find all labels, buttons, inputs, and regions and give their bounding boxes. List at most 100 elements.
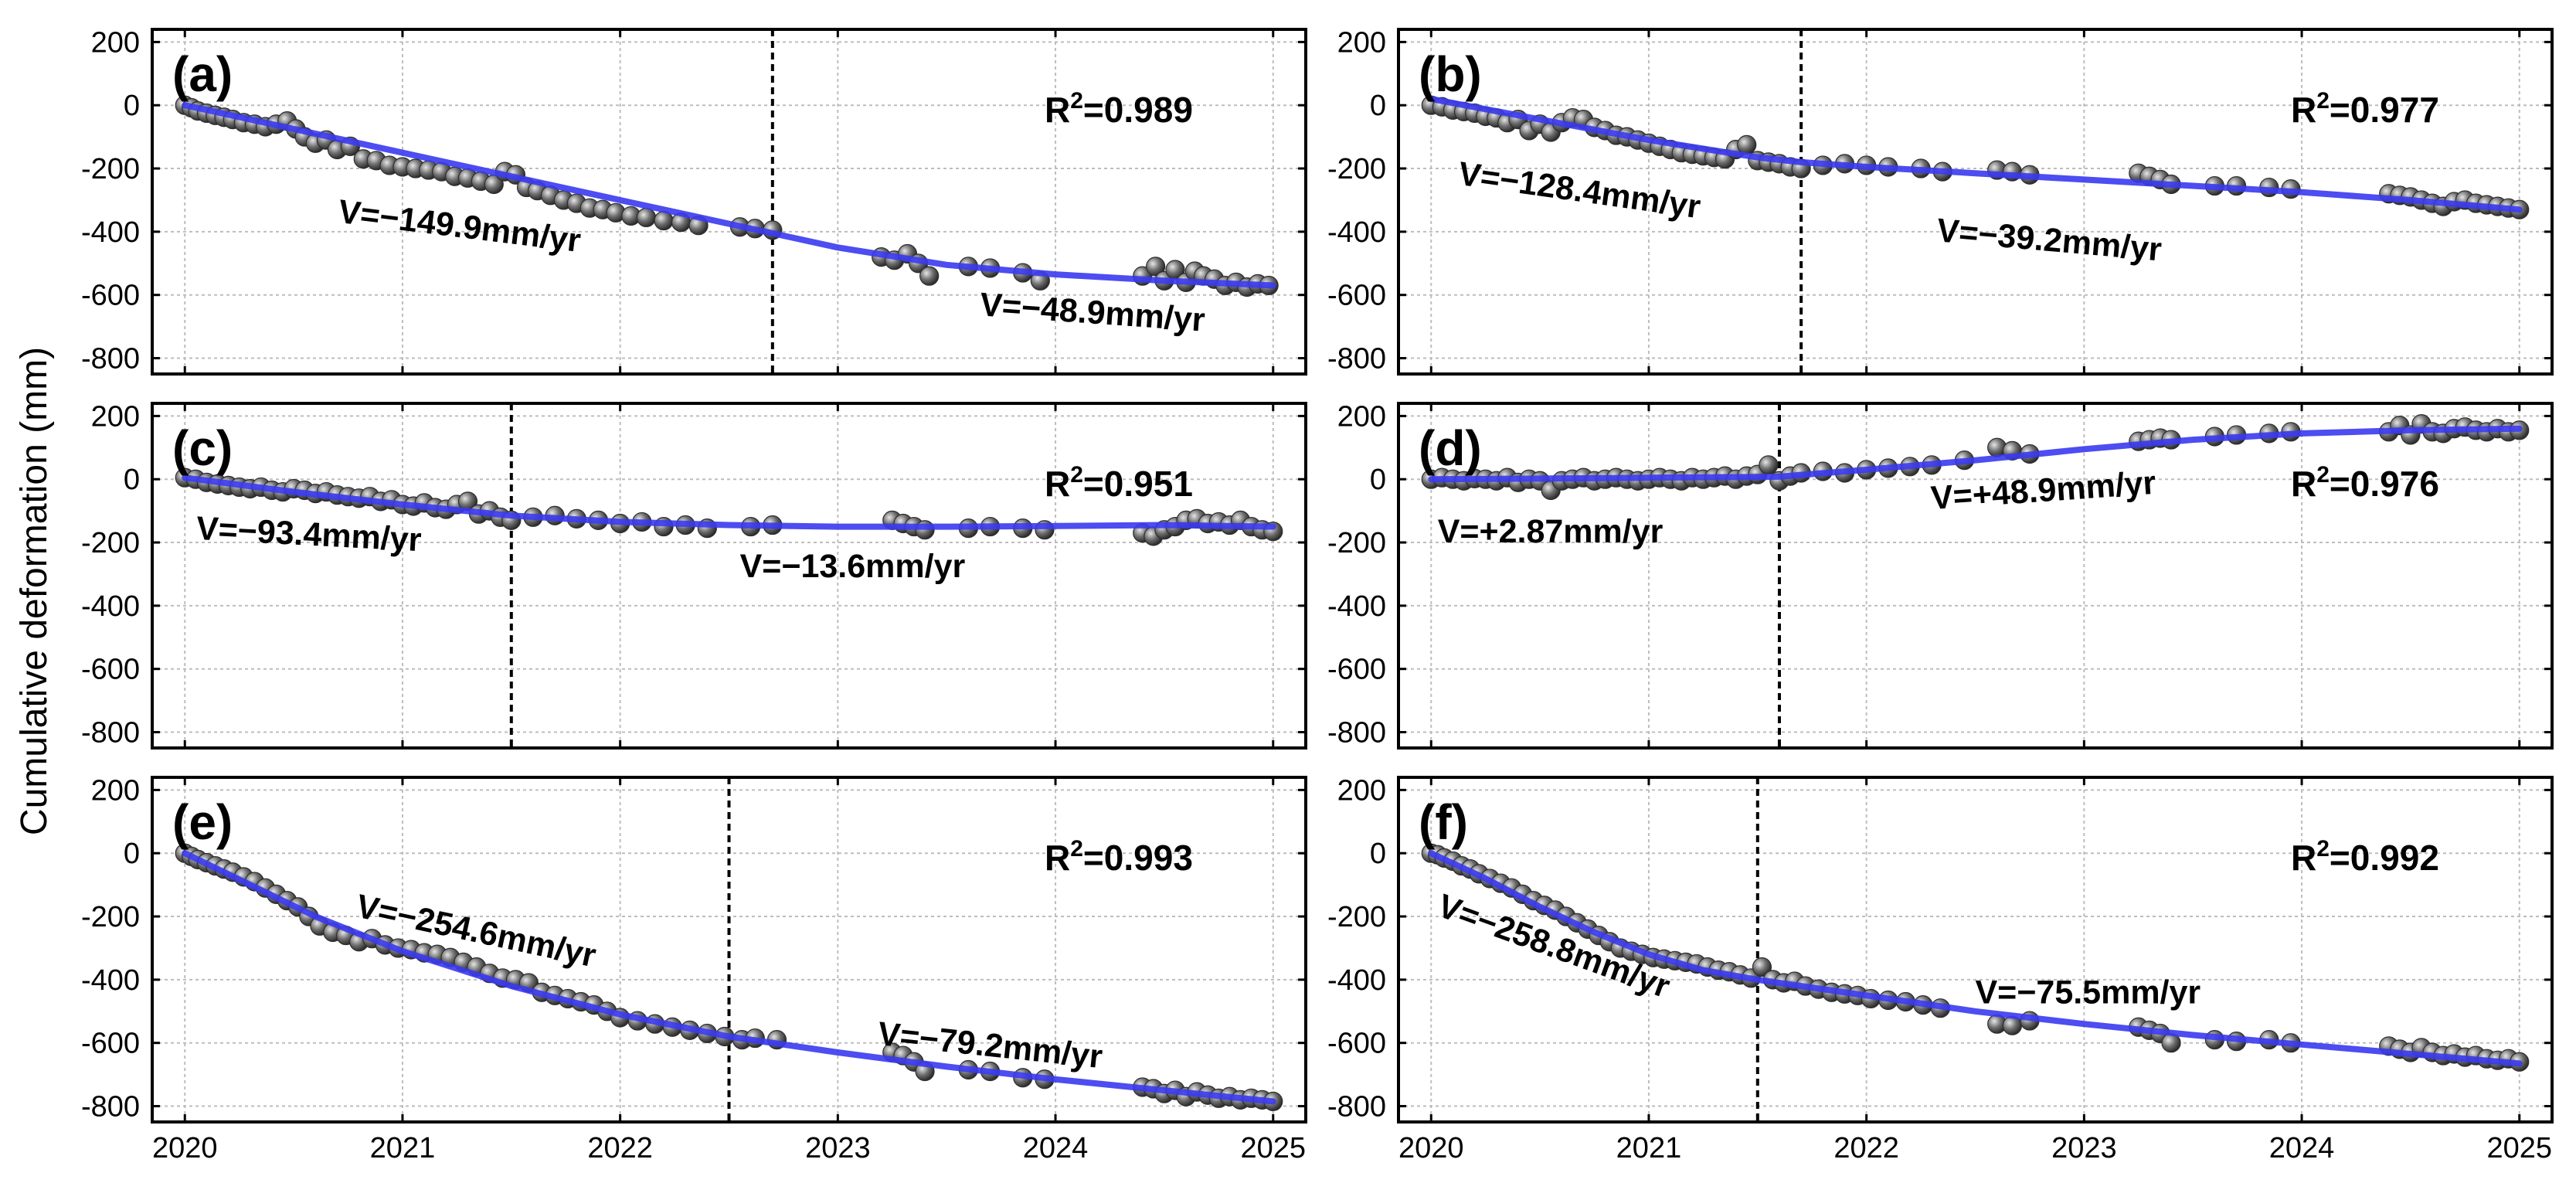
x-tick-label: 2025 [2486,1132,2552,1164]
x-tick-label: 2025 [1240,1132,1306,1164]
y-tick-label: 0 [124,464,140,496]
fit-line [182,102,1276,289]
y-axis-label: Cumulative deformation (mm) [14,347,55,835]
panel-label: (c) [172,420,233,476]
plot-frame [1397,28,2554,376]
y-tick-label: -200 [81,527,140,559]
data-point [1146,257,1166,277]
plot-area [1398,29,2552,374]
y-tick-label: -800 [81,717,140,750]
x-tick-label: 2021 [1616,1132,1682,1164]
data-point [636,207,657,228]
r-squared-symbol: R [2291,464,2316,504]
panel-b: 2000-200-400-600-800(b)R2=0.977V=−128.4m… [1327,26,2554,376]
panel-label: (d) [1419,420,1482,476]
plot-frame [151,28,1307,376]
y-tick-label: -800 [81,1091,140,1124]
r-squared-superscript: 2 [2316,88,2330,114]
x-tick-label: 2020 [152,1132,218,1164]
x-tick-label: 2023 [2051,1132,2117,1164]
y-tick-label: -400 [81,964,140,997]
velocity-label: V=−13.6mm/yr [740,548,966,585]
r-squared-symbol: R [1045,90,1070,130]
r-squared-label: R2=0.977 [2291,88,2439,130]
y-tick-label: -400 [1327,216,1386,249]
y-tick-label: -600 [81,280,140,312]
y-tick-label: 200 [1337,26,1386,59]
y-tick-label: -200 [81,153,140,185]
y-tick-label: -400 [81,216,140,249]
r-squared-symbol: R [1045,464,1070,504]
r-squared-symbol: R [2291,90,2316,130]
r-squared-value: =0.976 [2330,464,2439,504]
r-squared-label: R2=0.976 [2291,462,2439,504]
y-tick-label: -800 [1327,717,1386,750]
y-tick-label: -400 [1327,964,1386,997]
r-squared-value: =0.977 [2330,90,2439,130]
data-point [1759,455,1779,475]
plot-area [1398,403,2552,748]
y-tick-label: -400 [1327,590,1386,623]
y-tick-label: -600 [81,654,140,686]
y-tick-label: -200 [1327,153,1386,185]
x-tick-label: 2020 [1398,1132,1464,1164]
panel-label: (b) [1419,46,1482,102]
y-tick-label: 0 [124,90,140,122]
r-squared-value: =0.993 [1083,838,1193,878]
fit-line [1428,96,2523,213]
r-squared-label: R2=0.951 [1045,462,1193,504]
r-squared-superscript: 2 [2316,462,2330,488]
panel-label: (f) [1419,794,1468,850]
x-tick-label: 2022 [587,1132,653,1164]
plot-area [152,777,1306,1122]
data-point [1752,957,1772,977]
y-tick-label: -200 [1327,527,1386,559]
y-tick-label: 0 [1370,838,1386,870]
r-squared-superscript: 2 [2316,836,2330,862]
r-squared-value: =0.989 [1083,90,1193,130]
data-point [1737,134,1757,155]
panels: 2000-200-400-600-800(a)R2=0.989V=−149.9m… [81,26,2554,1164]
y-tick-label: 0 [1370,90,1386,122]
x-tick-label: 2023 [805,1132,871,1164]
r-squared-superscript: 2 [1070,88,1083,114]
r-squared-label: R2=0.992 [2291,836,2439,878]
y-tick-label: -600 [1327,654,1386,686]
y-tick-label: -800 [81,343,140,376]
y-tick-label: -600 [1327,1028,1386,1060]
y-tick-label: -800 [1327,343,1386,376]
panel-a: 2000-200-400-600-800(a)R2=0.989V=−149.9m… [81,26,1307,376]
y-tick-label: -800 [1327,1091,1386,1124]
panel-d: 200 0 -200 -400 -600 -800 (d) R2=0.976 V=+2.87mm… [1327,400,2554,750]
plot-frame [1397,402,2554,750]
data-points [175,467,1283,546]
x-tick-label: 2022 [1833,1132,1899,1164]
y-tick-label: -600 [81,1028,140,1060]
plot-frame [151,402,1307,750]
r-squared-value: =0.951 [1083,464,1193,504]
y-tick-label: -200 [1327,901,1386,933]
velocity-label: V=−75.5mm/yr [1976,974,2201,1011]
panel-f: 2020 2021 2022 2023 2024 2025 200 0 -200 -400 -600… [1327,774,2554,1164]
data-point [919,266,940,286]
r-squared-label: R2=0.993 [1045,836,1193,878]
panel-label: (a) [172,46,233,102]
fit-line [182,850,1276,1105]
r-squared-symbol: R [1045,838,1070,878]
y-tick-label: -600 [1327,280,1386,312]
panel-e: 2020 2021 2022 2023 2024 2025 200 0 -200 -400 -600… [81,774,1307,1164]
r-squared-superscript: 2 [1070,462,1083,488]
r-squared-symbol: R [2291,838,2316,878]
fit-line [1428,850,2523,1067]
x-tick-label: 2024 [2269,1132,2335,1164]
r-squared-superscript: 2 [1070,836,1083,862]
fit-line [182,474,1276,530]
plot-frame [151,776,1307,1124]
panel-label: (e) [172,794,233,850]
y-tick-label: 200 [1337,400,1386,433]
fit-line [1428,425,2523,483]
y-tick-label: 0 [1370,464,1386,496]
plot-area [152,403,1306,748]
y-tick-label: -200 [81,901,140,933]
